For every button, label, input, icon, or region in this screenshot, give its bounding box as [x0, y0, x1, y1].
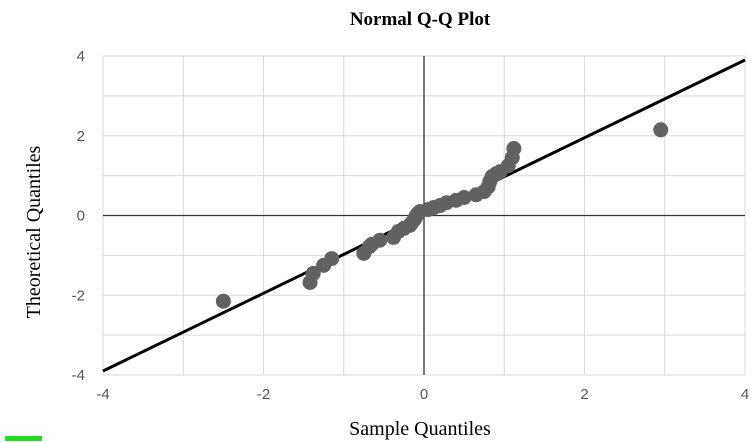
data-point	[653, 122, 669, 138]
data-points	[215, 122, 669, 309]
data-point	[372, 232, 388, 248]
y-tick-label: -2	[72, 287, 85, 304]
highlight-marker	[5, 436, 42, 441]
x-tick-label: 4	[741, 386, 749, 403]
y-tick-label: -4	[72, 367, 85, 384]
y-tick-label: 2	[77, 128, 85, 145]
chart-title: Normal Q-Q Plot	[350, 9, 491, 30]
y-tick-labels: 4 2 0 -2 -4	[72, 48, 85, 384]
x-tick-label: 0	[420, 386, 428, 403]
data-point	[506, 141, 522, 157]
y-tick-label: 4	[77, 48, 85, 65]
x-tick-label: -4	[96, 386, 109, 403]
x-axis-label: Sample Quantiles	[349, 418, 491, 440]
x-tick-label: -2	[257, 386, 270, 403]
y-axis-label: Theoretical Quantiles	[23, 145, 45, 318]
data-point	[456, 190, 472, 206]
data-point	[305, 265, 321, 281]
x-tick-label: 2	[580, 386, 588, 403]
data-point	[324, 251, 340, 267]
x-tick-labels: -4 -2 0 2 4	[96, 386, 749, 403]
data-point	[215, 293, 231, 309]
y-tick-label: 0	[77, 208, 85, 225]
